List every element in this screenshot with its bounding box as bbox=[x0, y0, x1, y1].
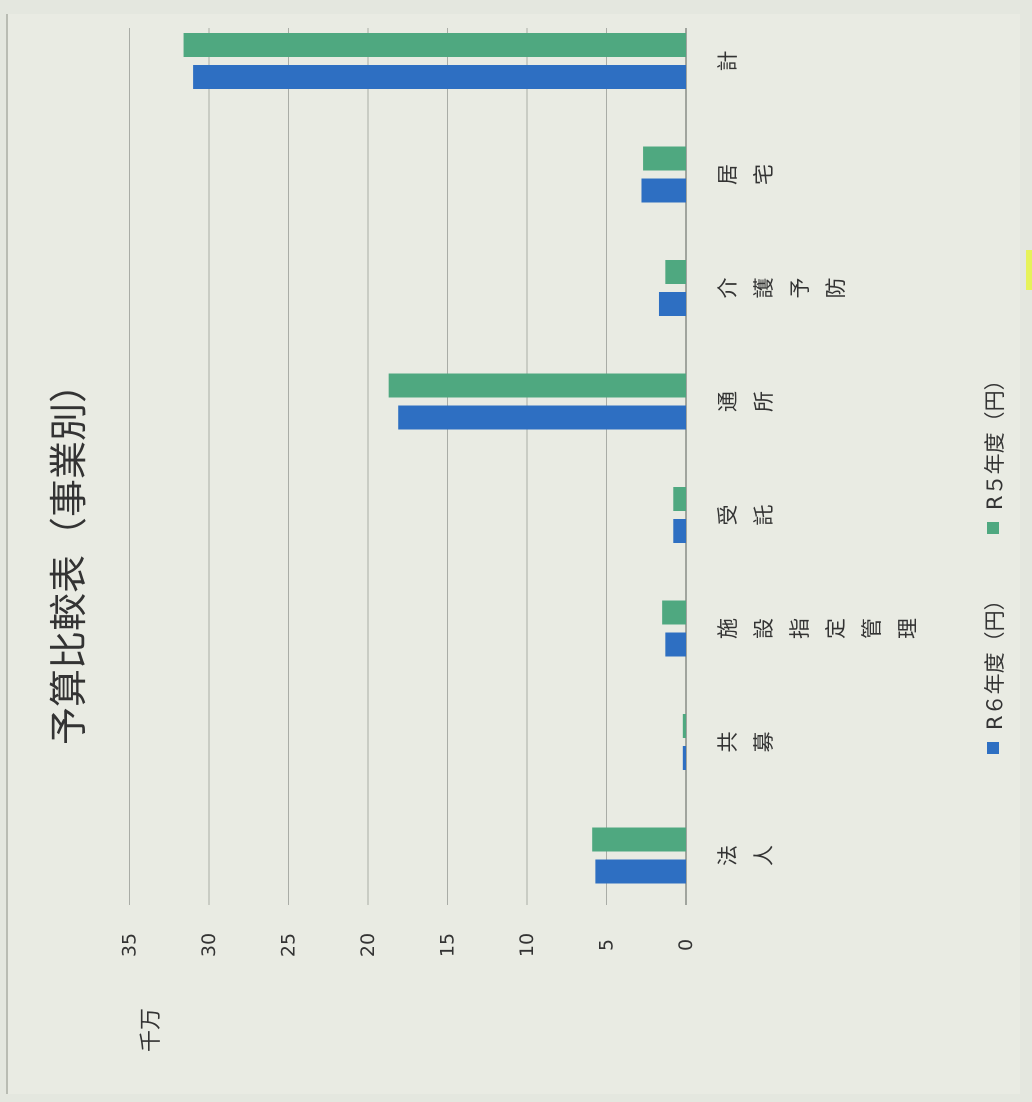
bar-r6 bbox=[658, 292, 686, 316]
category-label-char: 介 bbox=[716, 278, 740, 299]
category-label-char: 予 bbox=[788, 278, 812, 299]
bar-r5 bbox=[592, 827, 686, 852]
category-label-char: 託 bbox=[752, 505, 776, 526]
category-label-char: 護 bbox=[752, 278, 776, 299]
bar-r5 bbox=[183, 33, 686, 57]
legend-swatch bbox=[987, 522, 999, 534]
category-label-char: 定 bbox=[824, 618, 848, 639]
legend-label: R５年度（円） bbox=[983, 369, 1007, 510]
category-label-char: 居 bbox=[716, 164, 740, 185]
bar-r5 bbox=[673, 487, 686, 511]
category-label-char: 計 bbox=[716, 51, 740, 72]
value-tick-label: 5 bbox=[596, 939, 618, 951]
highlighter-mark bbox=[1026, 250, 1032, 290]
category-label-char: 設 bbox=[752, 618, 776, 639]
category-label-char: 理 bbox=[896, 618, 920, 639]
category-label-char: 宅 bbox=[752, 164, 776, 185]
bar-r5 bbox=[643, 146, 686, 171]
value-tick-label: 15 bbox=[437, 933, 459, 957]
value-tick-label: 20 bbox=[357, 933, 379, 957]
category-label-char: 施 bbox=[716, 618, 740, 639]
chart-title: 予算比較表（事業別） bbox=[47, 365, 91, 745]
category-label-char: 法 bbox=[716, 845, 740, 866]
bar-r6 bbox=[398, 405, 686, 430]
bar-r5 bbox=[665, 260, 686, 284]
category-label-char: 指 bbox=[788, 618, 812, 639]
category-label-char: 防 bbox=[824, 278, 848, 299]
bar-r5 bbox=[682, 714, 686, 738]
bar-r5 bbox=[388, 373, 686, 398]
paper-background bbox=[6, 14, 1020, 1094]
category-label-char: 所 bbox=[752, 391, 776, 412]
bar-r6 bbox=[682, 746, 686, 770]
category-label-char: 通 bbox=[716, 391, 740, 412]
category-label-char: 受 bbox=[716, 505, 740, 526]
bar-r6 bbox=[595, 859, 686, 884]
bar-r6 bbox=[193, 65, 686, 89]
legend-label: R６年度（円） bbox=[983, 589, 1007, 730]
value-tick-label: 0 bbox=[675, 939, 697, 951]
category-label-char: 共 bbox=[716, 732, 740, 753]
bar-r6 bbox=[673, 519, 686, 543]
value-tick-label: 30 bbox=[198, 933, 220, 957]
category-label-char: 人 bbox=[752, 845, 776, 866]
legend-swatch bbox=[987, 742, 999, 754]
bar-r6 bbox=[665, 632, 686, 657]
unit-label: 千万 bbox=[139, 1008, 164, 1052]
value-tick-label: 35 bbox=[119, 933, 141, 957]
bar-r5 bbox=[662, 600, 686, 625]
category-label-char: 募 bbox=[752, 732, 776, 753]
value-tick-label: 10 bbox=[516, 933, 538, 957]
value-tick-label: 25 bbox=[278, 933, 300, 957]
bar-r6 bbox=[641, 178, 686, 203]
category-label-char: 管 bbox=[860, 618, 884, 639]
